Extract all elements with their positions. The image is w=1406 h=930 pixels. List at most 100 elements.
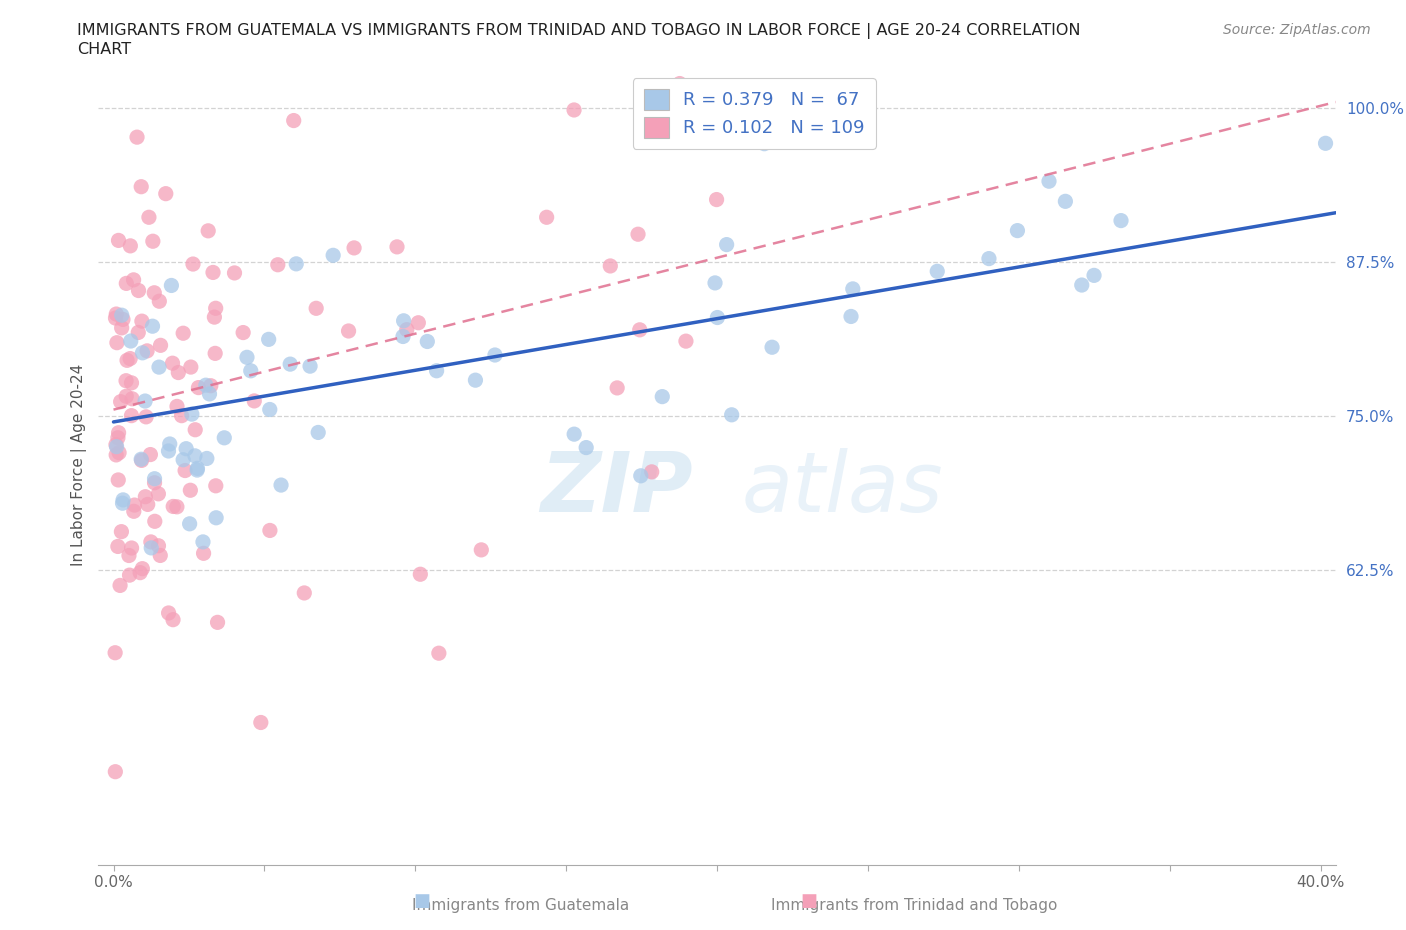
Point bbox=[307, 425, 329, 440]
Point bbox=[180, 360, 202, 375]
Point bbox=[385, 239, 408, 254]
Point bbox=[536, 210, 558, 225]
Point bbox=[174, 463, 197, 478]
Point bbox=[127, 325, 149, 339]
Point bbox=[1070, 277, 1092, 292]
Point bbox=[427, 645, 450, 660]
Point bbox=[107, 472, 129, 487]
Point bbox=[142, 233, 165, 248]
Point bbox=[124, 498, 146, 512]
Text: ■: ■ bbox=[800, 892, 817, 910]
Point bbox=[283, 113, 305, 128]
Point bbox=[292, 586, 315, 601]
Point bbox=[118, 548, 141, 563]
Point bbox=[628, 323, 651, 338]
Point bbox=[270, 478, 292, 493]
Point bbox=[675, 334, 697, 349]
Point bbox=[267, 258, 290, 272]
Point bbox=[200, 379, 222, 393]
Point bbox=[111, 308, 134, 323]
Point bbox=[108, 445, 131, 460]
Point bbox=[278, 357, 301, 372]
Point bbox=[259, 402, 281, 417]
Point bbox=[122, 272, 145, 287]
Point bbox=[174, 441, 197, 456]
Point bbox=[198, 387, 221, 402]
Text: IMMIGRANTS FROM GUATEMALA VS IMMIGRANTS FROM TRINIDAD AND TOBAGO IN LABOR FORCE : IMMIGRANTS FROM GUATEMALA VS IMMIGRANTS … bbox=[77, 23, 1081, 39]
Point bbox=[197, 223, 219, 238]
Point bbox=[214, 431, 236, 445]
Point bbox=[129, 452, 152, 467]
Text: ZIP: ZIP bbox=[540, 448, 692, 529]
Point bbox=[668, 76, 690, 91]
Point bbox=[1038, 174, 1060, 189]
Point bbox=[131, 453, 153, 468]
Point bbox=[136, 343, 159, 358]
Point bbox=[257, 332, 280, 347]
Text: atlas: atlas bbox=[742, 448, 943, 529]
Point bbox=[148, 538, 170, 553]
Point bbox=[107, 233, 129, 248]
Point bbox=[195, 451, 218, 466]
Point bbox=[141, 540, 163, 555]
Point bbox=[392, 313, 415, 328]
Point bbox=[105, 439, 128, 454]
Point bbox=[285, 257, 308, 272]
Point bbox=[250, 715, 273, 730]
Point bbox=[131, 345, 153, 360]
Point bbox=[232, 326, 254, 340]
Point bbox=[149, 338, 172, 352]
Point bbox=[1386, 229, 1406, 244]
Point bbox=[186, 462, 208, 477]
Point bbox=[172, 326, 194, 340]
Point bbox=[111, 312, 134, 326]
Point bbox=[236, 350, 259, 365]
Point bbox=[111, 496, 134, 511]
Text: Source: ZipAtlas.com: Source: ZipAtlas.com bbox=[1223, 23, 1371, 37]
Point bbox=[118, 567, 141, 582]
Point bbox=[184, 422, 207, 437]
Point bbox=[111, 321, 134, 336]
Point bbox=[104, 311, 127, 325]
Point bbox=[464, 373, 486, 388]
Point bbox=[706, 193, 728, 207]
Point bbox=[115, 389, 138, 404]
Point bbox=[120, 238, 142, 253]
Point bbox=[105, 335, 128, 350]
Point bbox=[166, 399, 188, 414]
Point bbox=[1054, 193, 1077, 208]
Point bbox=[139, 535, 162, 550]
Point bbox=[224, 265, 246, 280]
Point bbox=[120, 352, 142, 366]
Point bbox=[129, 179, 152, 194]
Point bbox=[104, 764, 127, 779]
Point bbox=[170, 408, 193, 423]
Point bbox=[641, 464, 664, 479]
Point bbox=[104, 437, 127, 452]
Point bbox=[259, 523, 281, 538]
Point bbox=[299, 359, 322, 374]
Point bbox=[187, 380, 209, 395]
Point bbox=[115, 352, 138, 367]
Text: ■: ■ bbox=[413, 892, 430, 910]
Point bbox=[204, 478, 226, 493]
Point bbox=[839, 309, 862, 324]
Point bbox=[575, 440, 598, 455]
Point bbox=[149, 548, 172, 563]
Point bbox=[120, 408, 142, 423]
Point bbox=[134, 489, 156, 504]
Point bbox=[162, 499, 184, 514]
Point bbox=[108, 578, 131, 592]
Point bbox=[141, 319, 163, 334]
Point bbox=[157, 444, 180, 458]
Point bbox=[704, 275, 727, 290]
Point bbox=[105, 447, 128, 462]
Point bbox=[155, 186, 177, 201]
Text: CHART: CHART bbox=[77, 42, 131, 57]
Point bbox=[716, 237, 738, 252]
Point bbox=[322, 248, 344, 263]
Y-axis label: In Labor Force | Age 20-24: In Labor Force | Age 20-24 bbox=[72, 364, 87, 566]
Point bbox=[630, 469, 652, 484]
Point bbox=[131, 313, 153, 328]
Point bbox=[194, 378, 217, 392]
